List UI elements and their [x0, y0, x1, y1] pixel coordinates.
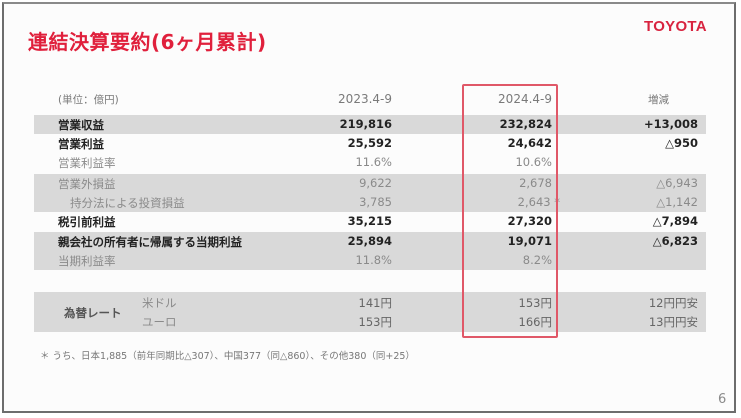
row-label: 当期利益率	[58, 254, 116, 268]
value-2023: 35,215	[347, 214, 392, 228]
toyota-logo: TOYOTA	[644, 18, 707, 35]
fx-eur-2023: 153円	[358, 315, 392, 329]
value-2024: 27,320	[507, 214, 552, 228]
value-change: △6,943	[656, 176, 698, 190]
fx-currency-eur: ユーロ	[142, 315, 177, 329]
row-label: 営業利益	[58, 137, 104, 151]
column-header-2023: 2023.4-9	[338, 92, 392, 106]
value-change: △6,823	[652, 234, 698, 248]
column-header-change: 増減	[648, 94, 669, 106]
table-row-net-margin: 当期利益率 11.8% 8.2%	[34, 251, 706, 270]
table-row-operating-revenue: 営業収益 219,816 232,824 +13,008	[34, 115, 706, 134]
table-row-non-operating: 営業外損益 9,622 2,678 △6,943	[34, 174, 706, 193]
value-2024: 24,642	[507, 136, 552, 150]
value-2023: 219,816	[339, 117, 392, 131]
value-2024: 2,678	[519, 176, 552, 190]
row-label: 持分法による投資損益	[70, 196, 185, 210]
footnote: ＊ うち、日本1,885（前年同期比△307）、中国377（同△860）、その他…	[40, 351, 415, 362]
fx-usd-2024: 153円	[518, 296, 552, 310]
table-row-equity-method: 持分法による投資損益 3,785 2,643 * △1,142	[34, 193, 706, 212]
fx-usd-change: 12円円安	[648, 296, 698, 310]
value-change: △950	[665, 136, 698, 150]
slide-title: 連結決算要約(6ヶ月累計)	[28, 30, 267, 54]
value-change: △1,142	[656, 195, 698, 209]
value-2023: 25,894	[347, 234, 392, 248]
value-2023: 9,622	[359, 176, 392, 190]
fx-currency-usd: 米ドル	[142, 296, 177, 310]
row-label: 営業収益	[58, 118, 104, 132]
value-2023: 11.6%	[355, 155, 392, 169]
highlight-box-2024	[462, 84, 558, 338]
value-2023: 11.8%	[355, 253, 392, 267]
column-header-2024: 2024.4-9	[498, 92, 552, 106]
table-row-net-income: 親会社の所有者に帰属する当期利益 25,894 19,071 △6,823	[34, 232, 706, 251]
fx-eur-2024: 166円	[518, 315, 552, 329]
value-2023: 25,592	[347, 136, 392, 150]
unit-label: (単位：億円)	[58, 94, 119, 106]
value-change: △7,894	[652, 214, 698, 228]
value-2024: 232,824	[499, 117, 552, 131]
fx-usd-2023: 141円	[358, 296, 392, 310]
value-2023: 3,785	[359, 195, 392, 209]
row-label: 営業外損益	[58, 177, 116, 191]
row-label: 親会社の所有者に帰属する当期利益	[58, 235, 242, 249]
table-row-pretax-income: 税引前利益 35,215 27,320 △7,894	[34, 212, 706, 231]
fx-rate-block: 為替レート 米ドル 141円 153円 12円円安 ユーロ 153円 166円 …	[34, 292, 706, 332]
value-2024: 8.2%	[522, 253, 552, 267]
value-2024: 2,643 *	[517, 195, 560, 209]
fx-eur-change: 13円円安	[648, 315, 698, 329]
page-number: 6	[718, 392, 727, 407]
value-2024: 10.6%	[515, 155, 552, 169]
table-row-operating-margin: 営業利益率 11.6% 10.6%	[34, 153, 706, 172]
value-2024: 19,071	[507, 234, 552, 248]
row-label: 営業利益率	[58, 156, 116, 170]
row-label: 税引前利益	[58, 215, 116, 229]
table-row-operating-income: 営業利益 25,592 24,642 △950	[34, 134, 706, 153]
fx-rate-label: 為替レート	[64, 306, 122, 320]
value-change: +13,008	[643, 117, 698, 131]
